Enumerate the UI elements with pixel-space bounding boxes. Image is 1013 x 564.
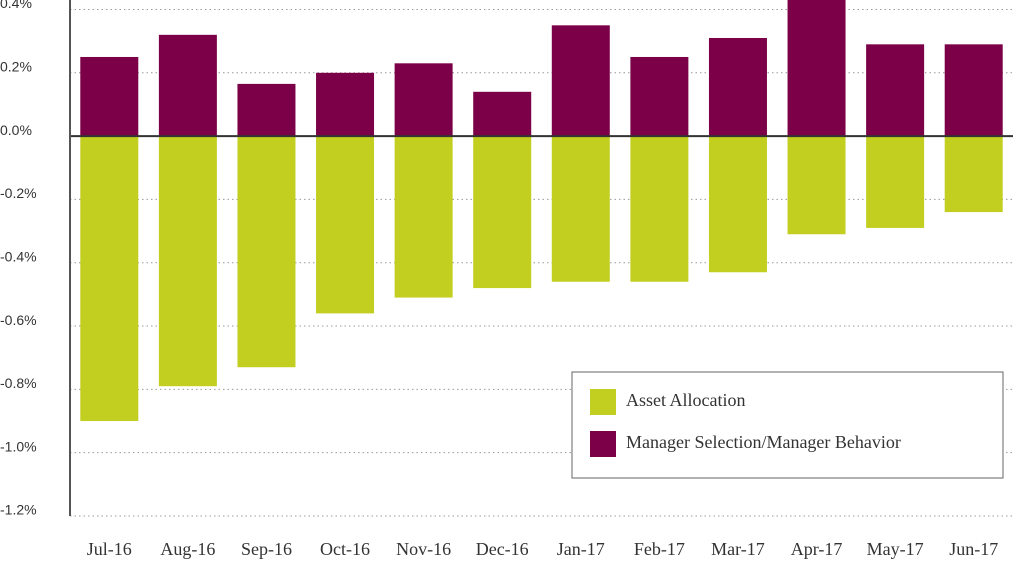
bar [237,136,296,368]
legend-box [571,371,1004,479]
y-tick-label: 0.0% [0,122,32,138]
legend-label: Asset Allocation [626,390,746,410]
x-tick-label: Jan-17 [557,539,605,559]
x-tick-label: Dec-16 [476,539,529,559]
bar [158,34,217,137]
y-tick-label: -1.0% [0,438,37,454]
legend-swatch [590,389,616,415]
bar [866,136,925,228]
x-tick-label: Sep-16 [241,539,292,559]
y-tick-label: -0.8% [0,375,37,391]
y-tick-label: -0.6% [0,312,37,328]
y-tick-label: -0.4% [0,248,37,264]
bar [316,72,375,137]
bar [237,83,296,137]
legend-label: Manager Selection/Manager Behavior [626,432,901,452]
x-tick-label: Nov-16 [396,539,451,559]
bar [394,63,453,137]
bar [551,136,610,282]
x-tick-label: Mar-17 [711,539,765,559]
x-tick-label: Apr-17 [791,539,843,559]
bar [473,91,532,137]
y-tick-label: -1.2% [0,502,37,518]
x-tick-label: May-17 [867,539,924,559]
y-tick-label: 0.2% [0,59,32,75]
y-tick-label: 0.4% [0,0,32,11]
bar [944,136,1003,213]
x-tick-label: Feb-17 [634,539,685,559]
bar [551,25,610,137]
y-tick-label: -0.2% [0,185,37,201]
bar [158,136,217,387]
bar [708,37,767,137]
x-tick-label: Oct-16 [320,539,370,559]
bar [866,44,925,137]
bar [394,136,453,298]
legend-swatch [590,431,616,457]
x-tick-label: Jun-17 [949,539,998,559]
bar [473,136,532,289]
bar [708,136,767,273]
bar [787,136,846,235]
bar [944,44,1003,137]
bar [787,0,846,137]
bar [316,136,375,314]
bar [630,56,689,137]
x-tick-label: Aug-16 [160,539,215,559]
x-tick-label: Jul-16 [87,539,132,559]
bar [80,56,139,137]
bar [630,136,689,282]
bar [80,136,139,422]
